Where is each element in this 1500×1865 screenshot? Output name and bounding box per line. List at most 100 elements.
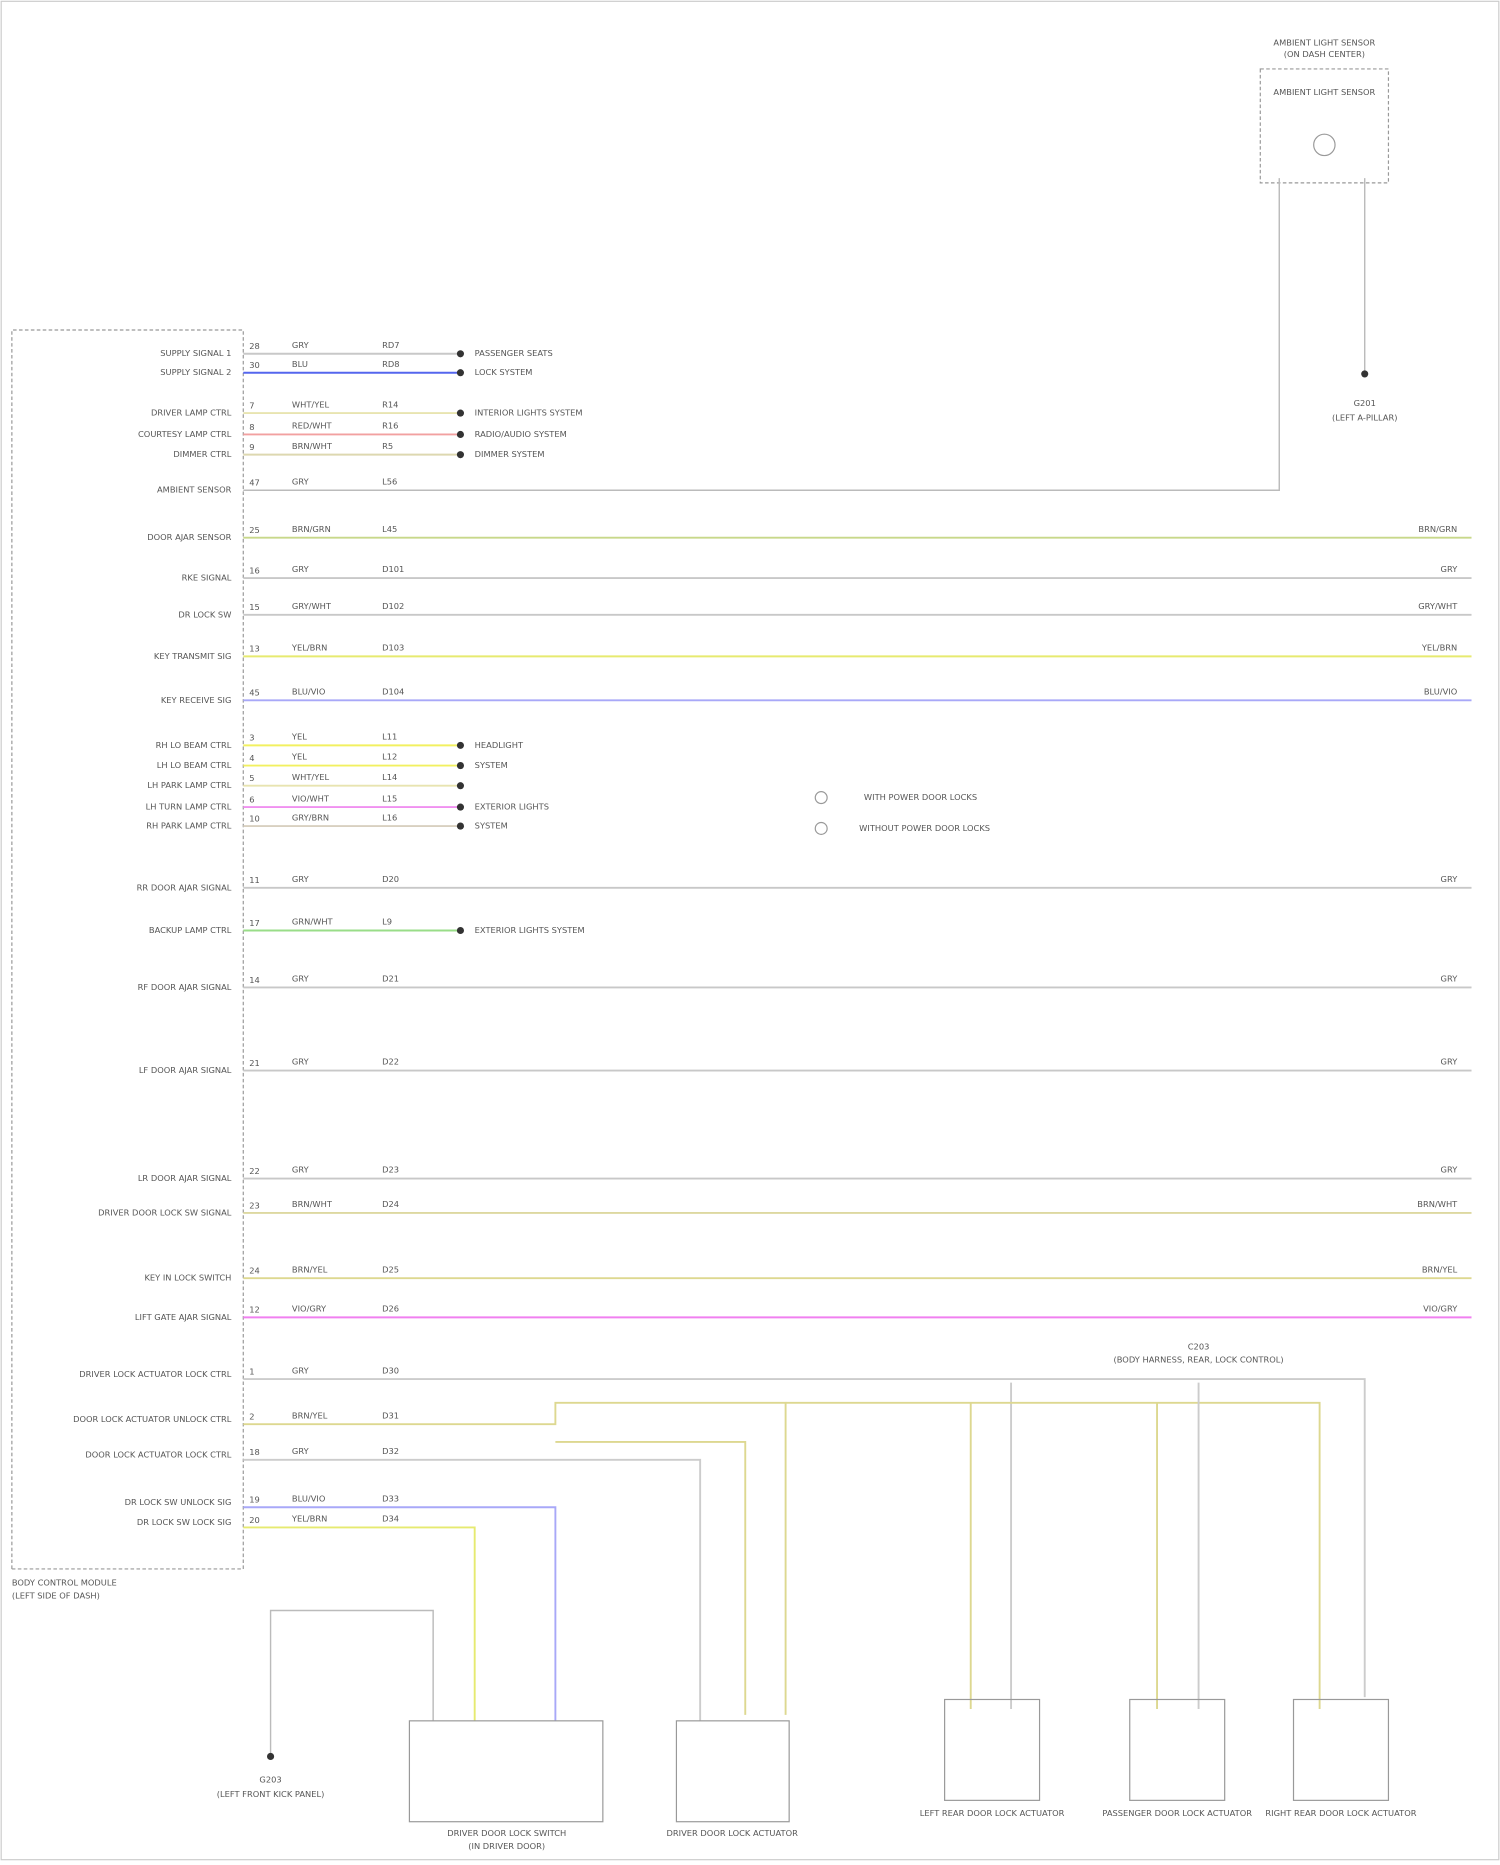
actuator-box (675, 1720, 790, 1823)
wire-color: GRN/WHT (292, 917, 334, 927)
pin-label: DR LOCK SW (178, 609, 231, 619)
wire-color: WHT/YEL (292, 399, 330, 409)
wire-end: GRY (1441, 974, 1459, 984)
sensor-box (1259, 68, 1390, 184)
wire-end: GRY (1441, 874, 1459, 884)
wire-color: GRY (292, 1165, 310, 1175)
circuit: D102 (382, 601, 404, 611)
wire-end: VIO/GRY (1423, 1304, 1458, 1314)
actuator-label: RIGHT REAR DOOR LOCK ACTUATOR (1265, 1808, 1416, 1818)
splice-desc: (BODY HARNESS, REAR, LOCK CONTROL) (1114, 1355, 1284, 1365)
pin-number: 24 (249, 1266, 260, 1276)
legend-text: WITHOUT POWER DOOR LOCKS (859, 823, 990, 833)
pin-number: 16 (249, 565, 260, 575)
circuit: D22 (382, 1057, 399, 1067)
pin-number: 17 (249, 918, 260, 928)
circuit: D101 (382, 564, 404, 574)
wire-color: BLU (292, 359, 308, 369)
pin-label: DRIVER LOCK ACTUATOR LOCK CTRL (79, 1369, 232, 1379)
circuit: D23 (382, 1165, 399, 1175)
legend-text: WITH POWER DOOR LOCKS (864, 792, 977, 802)
pin-number: 15 (249, 602, 260, 612)
circuit: RD8 (382, 359, 399, 369)
pin-label: LR DOOR AJAR SIGNAL (138, 1173, 232, 1183)
wire-color: BLU/VIO (292, 1493, 326, 1503)
module-loc: (LEFT SIDE OF DASH) (12, 1591, 100, 1601)
pin-label: DIMMER CTRL (173, 449, 231, 459)
subtitle: (ON DASH CENTER) (1284, 49, 1365, 59)
circuit: L56 (382, 476, 397, 486)
wire-color: GRY (292, 564, 310, 574)
wire-color: BRN/WHT (292, 1199, 333, 1209)
pin-label: LIFT GATE AJAR SIGNAL (135, 1312, 232, 1322)
circuit: D26 (382, 1304, 399, 1314)
pin-label: RH PARK LAMP CTRL (146, 821, 232, 831)
wire-end: GRY (1441, 1165, 1459, 1175)
legend-icon (814, 821, 828, 835)
pin-label: BACKUP LAMP CTRL (149, 925, 232, 935)
circuit: L45 (382, 524, 397, 534)
destination: EXTERIOR LIGHTS (475, 802, 549, 812)
pin-number: 10 (249, 813, 260, 823)
pin-number: 14 (249, 975, 260, 985)
connector (456, 430, 465, 439)
ground-loc: (LEFT FRONT KICK PANEL) (217, 1789, 325, 1799)
pin-label: LF DOOR AJAR SIGNAL (139, 1065, 232, 1075)
connector (456, 369, 465, 377)
connector (456, 803, 465, 811)
wire (243, 1458, 702, 1721)
circuit: D104 (382, 686, 404, 696)
connector (456, 822, 465, 830)
wire-color: YEL (291, 752, 307, 762)
wire-color: BRN/YEL (292, 1264, 328, 1274)
wire-color: GRY (292, 974, 310, 984)
pin-label: LH LO BEAM CTRL (157, 760, 232, 770)
pin-number: 8 (249, 422, 254, 432)
wire-color: GRY/BRN (292, 812, 329, 822)
title: AMBIENT LIGHT SENSOR (1273, 37, 1375, 47)
actuator-box (1292, 1698, 1390, 1801)
circuit: R16 (382, 421, 398, 431)
wire-color: GRY (292, 1057, 310, 1067)
circuit: L14 (382, 772, 397, 782)
wire-color: YEL/BRN (291, 1514, 327, 1524)
pin-label: SUPPLY SIGNAL 1 (160, 348, 231, 358)
pin-number: 3 (249, 733, 254, 743)
circuit: R14 (382, 399, 398, 409)
wire-color: YEL/BRN (291, 643, 327, 653)
destination: RADIO/AUDIO SYSTEM (475, 429, 567, 439)
pin-number: 20 (249, 1515, 260, 1525)
circuit: RD7 (382, 340, 399, 350)
pin-label: AMBIENT SENSOR (157, 485, 232, 495)
ground-label: G203 (259, 1775, 281, 1785)
pin-label: LH PARK LAMP CTRL (147, 780, 231, 790)
wire (269, 1609, 434, 1757)
circuit: D32 (382, 1446, 399, 1456)
wire-color: WHT/YEL (292, 772, 330, 782)
wire (243, 1506, 557, 1721)
wire-color: VIO/GRY (292, 1304, 327, 1314)
pin-number: 6 (249, 794, 254, 804)
wire-color: GRY (292, 476, 310, 486)
circuit: D25 (382, 1264, 399, 1274)
sensor-label: AMBIENT LIGHT SENSOR (1273, 87, 1375, 97)
pin-number: 7 (249, 400, 254, 410)
circuit: D31 (382, 1410, 399, 1420)
pin-label: DRIVER DOOR LOCK SW SIGNAL (98, 1207, 232, 1217)
wire-color: GRY (292, 874, 310, 884)
wire-color: BRN/YEL (292, 1410, 328, 1420)
pin-label: DOOR LOCK ACTUATOR LOCK CTRL (85, 1450, 231, 1460)
wire (243, 1526, 476, 1721)
pin-label: DOOR LOCK ACTUATOR UNLOCK CTRL (73, 1414, 232, 1424)
actuator-label: PASSENGER DOOR LOCK ACTUATOR (1102, 1808, 1252, 1818)
circuit: L15 (382, 793, 397, 803)
pin-label: DR LOCK SW UNLOCK SIG (125, 1497, 232, 1507)
module-box (11, 329, 244, 1570)
wire (555, 1441, 747, 1715)
pin-label: SUPPLY SIGNAL 2 (160, 367, 231, 377)
wire-color: GRY (292, 340, 310, 350)
pin-number: 19 (249, 1495, 260, 1505)
wire-color: GRY (292, 1446, 310, 1456)
